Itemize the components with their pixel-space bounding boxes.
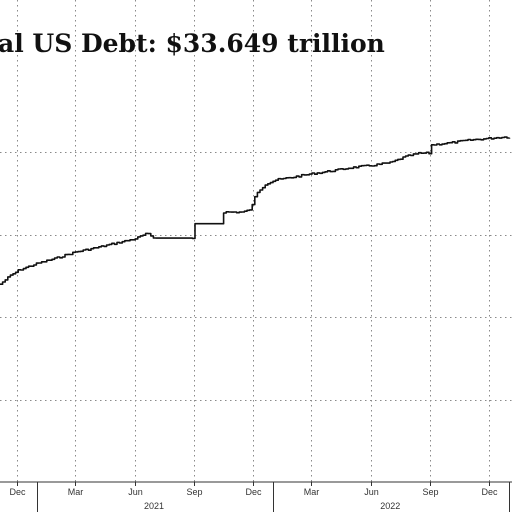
tick-label-2: Jun [128,487,143,497]
chart-title: al US Debt: $33.649 trillion [0,29,385,58]
tick-label-6: Jun [364,487,379,497]
tick-label-0: Dec [9,487,26,497]
x-axis-year-labels: 2021 2022 [144,501,400,511]
tick-label-5: Mar [304,487,320,497]
tick-label-4: Dec [245,487,262,497]
horizontal-gridlines [0,152,512,401]
tick-label-8: Dec [481,487,498,497]
tick-label-3: Sep [186,487,202,497]
tick-label-1: Mar [68,487,84,497]
year-label-0: 2021 [144,501,164,511]
vertical-gridlines [17,0,490,482]
tick-label-7: Sep [422,487,438,497]
debt-series-line [0,136,511,285]
x-axis-ticks [17,482,510,512]
x-axis-tick-labels: Dec Mar Jun Sep Dec Mar Jun Sep Dec [9,487,498,497]
year-label-1: 2022 [380,501,400,511]
